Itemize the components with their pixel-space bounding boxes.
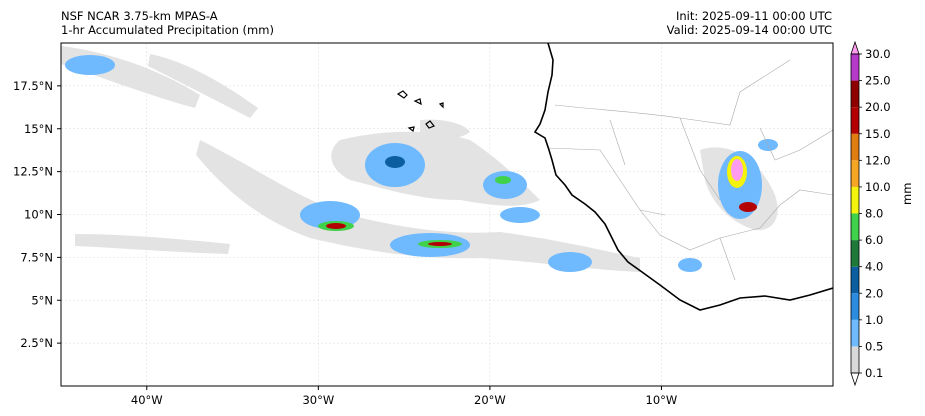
colorbar-tick-label: 1.0 [865, 313, 883, 327]
colorbar-segment [851, 319, 859, 347]
colorbar-segment [851, 133, 859, 161]
islands [396, 90, 444, 133]
colorbar-tick-label: 0.1 [865, 366, 883, 380]
colorbar-segment [851, 293, 859, 320]
colorbar-tick-label: 10.0 [865, 180, 891, 194]
colorbar-segment [851, 266, 859, 294]
valid-time: Valid: 2025-09-14 00:00 UTC [666, 23, 832, 37]
precip-core [65, 55, 115, 75]
precip-core [483, 171, 527, 199]
lon-tick-label: 20°W [474, 393, 506, 407]
precip-heavy-core [385, 156, 405, 168]
colorbar-tick-label: 6.0 [865, 233, 883, 247]
colorbar-tick-label: 20.0 [865, 100, 891, 114]
colorbar-tick-label: 15.0 [865, 127, 891, 141]
colorbar-segment [851, 240, 859, 267]
country-borders [547, 59, 833, 281]
colorbar-unit-label: mm [900, 182, 914, 205]
colorbar-tick-label: 8.0 [865, 207, 883, 221]
colorbar-tick-label: 30.0 [865, 47, 891, 61]
precip-heavy-core [495, 176, 511, 184]
colorbar-tick-label: 0.5 [865, 339, 883, 353]
plot-title-left: NSF NCAR 3.75-km MPAS-A 1-hr Accumulated… [61, 9, 274, 37]
precip-swath-arc [196, 140, 640, 272]
colorbar-segment [851, 186, 859, 214]
colorbar-tick-label: 4.0 [865, 260, 883, 274]
precip-heavy-core [739, 202, 757, 212]
lon-tick-label: 10°W [646, 393, 678, 407]
precip-core [548, 252, 592, 272]
colorbar-segment [851, 54, 859, 81]
precip-heavy-cores [318, 156, 757, 248]
lat-tick-label: 5°N [31, 293, 53, 307]
colorbar-segment [851, 80, 859, 108]
model-name: NSF NCAR 3.75-km MPAS-A [61, 9, 218, 23]
precip-core [500, 207, 540, 223]
lat-tick-label: 12.5°N [13, 165, 53, 179]
longitude-axis: 40°W 30°W 20°W 10°W [131, 386, 677, 407]
latitude-axis: 17.5°N 15°N 12.5°N 10°N 7.5°N 5°N 2.5°N [13, 79, 61, 350]
colorbar-segment [851, 107, 859, 134]
init-time: Init: 2025-09-11 00:00 UTC [676, 9, 832, 23]
lon-tick-label: 30°W [302, 393, 334, 407]
colorbar-segment [851, 346, 859, 373]
map-area [61, 43, 833, 386]
lon-tick-label: 40°W [131, 393, 163, 407]
precip-core [678, 258, 702, 272]
plot-title-right: Init: 2025-09-11 00:00 UTC Valid: 2025-0… [667, 9, 832, 37]
colorbar-tick-label: 12.0 [865, 153, 891, 167]
precip-extreme-core [731, 159, 743, 181]
colorbar-under-arrow [850, 372, 860, 387]
lat-tick-label: 17.5°N [13, 79, 53, 93]
coastline-west-africa [533, 43, 833, 311]
colorbar-segment [851, 160, 859, 187]
precip-heavy-core [326, 223, 346, 229]
lat-tick-label: 15°N [24, 122, 53, 136]
colorbar-tick-label: 2.0 [865, 286, 883, 300]
precip-swath-west [75, 234, 230, 254]
precip-swath-north-east [148, 54, 258, 118]
field-name: 1-hr Accumulated Precipitation (mm) [61, 23, 274, 37]
colorbar: 0.1 0.5 1.0 2.0 4.0 6.0 8.0 10.0 12.0 15.0 20.0 25.… [850, 40, 891, 387]
colorbar-segment [851, 213, 859, 241]
precip-heavy-core [428, 242, 452, 246]
lat-tick-label: 7.5°N [20, 250, 53, 264]
colorbar-over-arrow [850, 40, 860, 55]
colorbar-tick-label: 25.0 [865, 74, 891, 88]
lat-tick-label: 10°N [24, 208, 53, 222]
lat-tick-label: 2.5°N [20, 336, 53, 350]
